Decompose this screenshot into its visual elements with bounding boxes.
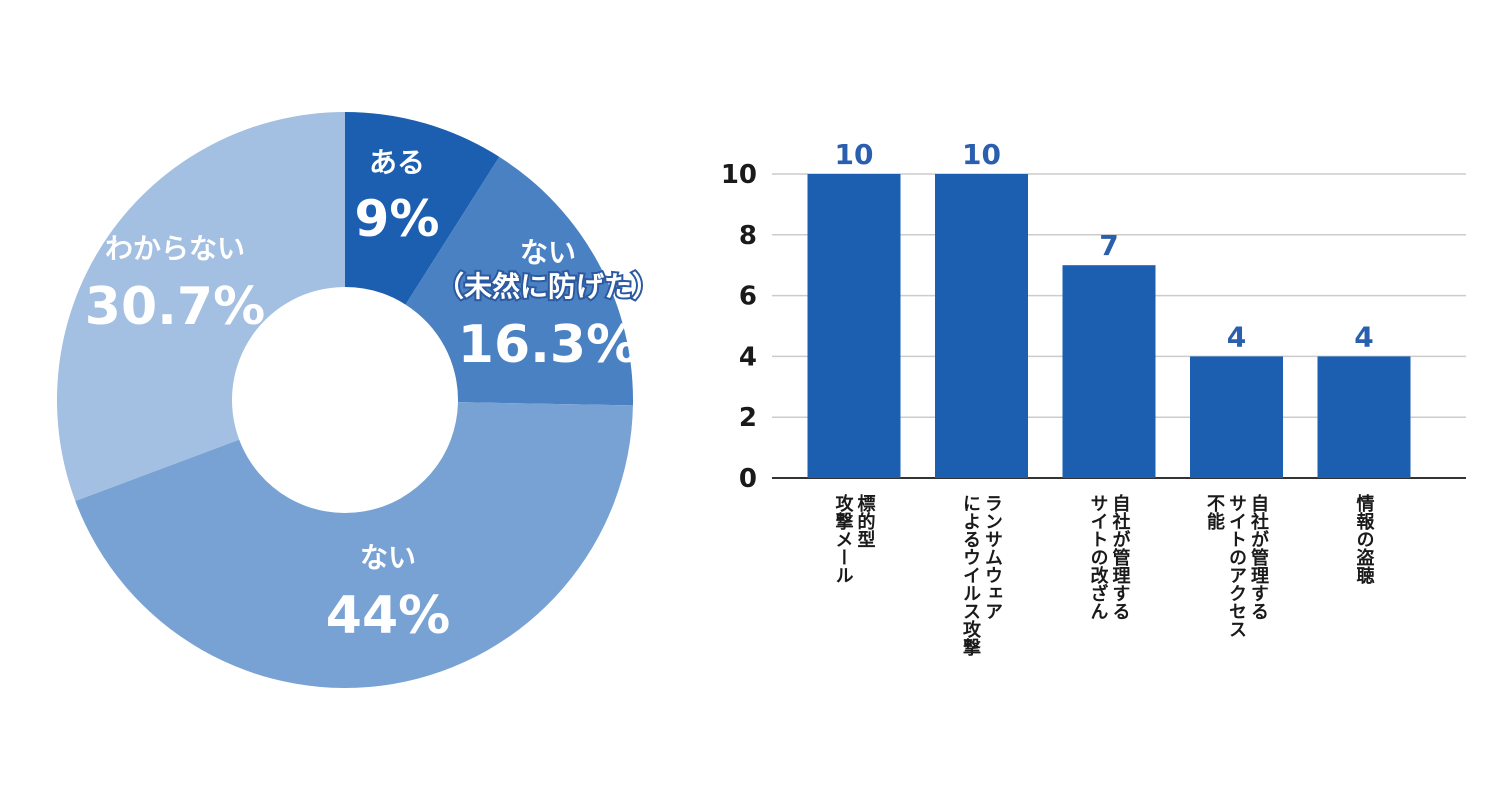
donut-slice xyxy=(405,156,633,406)
donut-category-label: ない xyxy=(520,236,576,269)
x-category-label-line: 不能 xyxy=(1204,494,1225,531)
donut-category-label: ある xyxy=(369,146,425,179)
y-tick-label: 0 xyxy=(739,464,757,494)
y-tick-label: 4 xyxy=(739,342,757,372)
donut-slice-label: ない 44% xyxy=(326,541,450,646)
x-category-label-line: 攻撃メール xyxy=(833,493,854,584)
donut-value-label: 16.3% xyxy=(458,315,638,375)
x-category-label: 情報の盗聴 xyxy=(1354,494,1375,585)
x-category-label-line: 自社が管理する xyxy=(1248,493,1269,620)
donut-category-label: ない xyxy=(360,541,416,574)
donut-slice-label: ない（未然に防げた） 16.3% xyxy=(434,236,662,375)
x-category-label-line: 標的型 xyxy=(855,493,876,548)
y-tick-label: 10 xyxy=(721,160,757,190)
donut-slice xyxy=(345,112,500,305)
bar xyxy=(807,174,901,478)
donut-slice xyxy=(57,112,345,501)
bar xyxy=(1190,356,1283,478)
y-tick-label: 6 xyxy=(739,282,757,312)
bar-value-label: 4 xyxy=(1227,320,1246,353)
bar-value-label: 7 xyxy=(1099,229,1118,262)
donut-slice xyxy=(75,402,633,689)
bar xyxy=(1062,265,1156,478)
x-category-label-line: によるウイルス攻撃 xyxy=(960,494,981,657)
y-tick-label: 8 xyxy=(739,221,757,251)
bar xyxy=(935,174,1028,478)
donut-value-label: 44% xyxy=(326,586,450,646)
x-category-label-line: サイトの改ざん xyxy=(1088,494,1109,620)
donut-category-label: （未然に防げた） xyxy=(436,270,660,303)
donut-slice-label: わからない 30.7% xyxy=(85,232,265,337)
donut-value-label: 30.7% xyxy=(85,277,265,337)
x-category-label-line: ランサムウェア xyxy=(982,494,1003,620)
bar-value-label: 10 xyxy=(835,138,874,171)
x-category-label-line: 情報の盗聴 xyxy=(1354,494,1375,585)
bar-value-label: 4 xyxy=(1354,320,1373,353)
bar xyxy=(1317,356,1411,478)
y-tick-label: 2 xyxy=(739,403,757,433)
x-category-label-line: 自社が管理する xyxy=(1110,493,1131,620)
bar-value-label: 10 xyxy=(962,138,1001,171)
donut-category-label: わからない xyxy=(105,232,245,265)
donut-value-label: 9% xyxy=(355,190,440,248)
donut-slice-label: ある 9% xyxy=(355,146,440,248)
x-category-label-line: サイトのアクセス xyxy=(1226,494,1247,638)
